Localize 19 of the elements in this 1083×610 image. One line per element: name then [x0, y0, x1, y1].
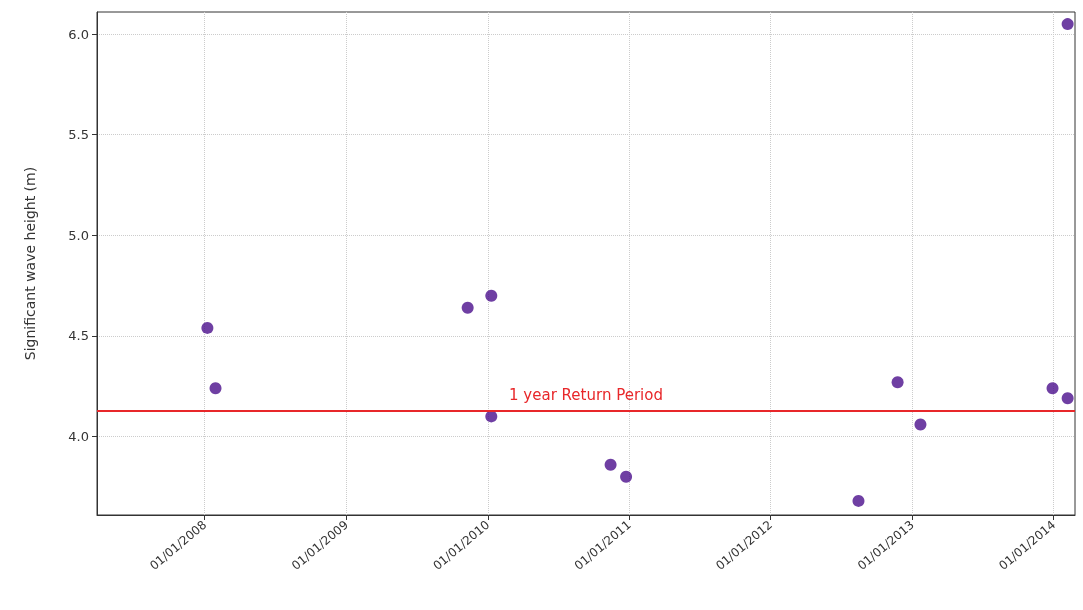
y-tick-label: 4.5 [68, 328, 89, 344]
point [209, 382, 222, 395]
point [620, 470, 633, 483]
ref-line-label: 1 year Return Period [509, 385, 663, 404]
point [1061, 18, 1074, 31]
point [1046, 382, 1059, 395]
y-axis-title: Significant wave height (m) [22, 166, 38, 361]
point [461, 301, 474, 314]
y-tick-label: 5.5 [68, 127, 89, 143]
y-tick-label: 6.0 [68, 26, 89, 42]
point [201, 321, 214, 334]
point [604, 458, 617, 471]
y-tick-label: 5.0 [68, 227, 89, 243]
point [485, 289, 498, 302]
point [891, 376, 904, 389]
y-tick-label: 4.0 [68, 429, 89, 445]
point [1061, 392, 1074, 405]
point [852, 494, 865, 507]
point [914, 418, 927, 431]
